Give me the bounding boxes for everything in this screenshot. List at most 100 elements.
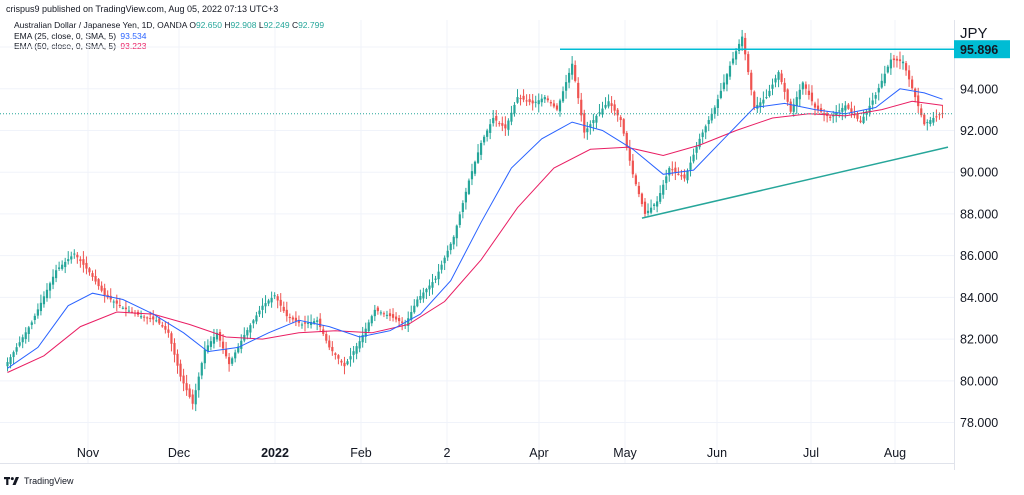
- candle-body: [513, 104, 516, 114]
- candle-body: [82, 259, 85, 265]
- candle-body: [182, 375, 185, 384]
- candle-body: [537, 100, 540, 105]
- candle-body: [255, 315, 258, 322]
- time-axis[interactable]: Nov Dec 2022 Feb 2 Apr May Jun Jul Aug: [77, 446, 906, 460]
- candle-body: [361, 334, 364, 343]
- candle-body: [319, 318, 322, 328]
- candle-body: [795, 97, 798, 107]
- candle-body: [149, 318, 152, 320]
- candle-body: [115, 300, 118, 304]
- candle-body: [907, 70, 911, 80]
- candle-body: [874, 95, 877, 99]
- candle-body: [473, 161, 477, 174]
- footer-brand-text: TradingView: [24, 476, 74, 486]
- candle-body: [543, 97, 546, 100]
- price-tick-label: 94.000: [960, 82, 998, 96]
- candle-body: [883, 73, 886, 84]
- ascending-trendline[interactable]: [641, 146, 949, 219]
- candle-body: [765, 97, 768, 99]
- candle-body: [540, 98, 543, 103]
- candle-body: [203, 349, 206, 364]
- candle-body: [24, 332, 27, 340]
- ohlc-low-label: L: [258, 20, 264, 30]
- candle-body: [689, 162, 692, 170]
- ohlc-close-value: 92.799: [298, 20, 325, 30]
- candle-body: [631, 160, 634, 175]
- candle-body: [367, 322, 370, 332]
- candle-body: [844, 105, 847, 111]
- candle-body: [722, 82, 726, 90]
- candle-body: [589, 124, 592, 128]
- candle-body: [741, 36, 744, 47]
- candle-body: [246, 330, 249, 336]
- candle-body: [152, 316, 155, 320]
- candle-body: [571, 63, 574, 75]
- candle-body: [58, 267, 61, 269]
- candle-body: [100, 285, 103, 291]
- candle-body: [929, 120, 932, 124]
- candle-body: [555, 105, 559, 110]
- candle-body: [610, 103, 613, 106]
- candle-body: [285, 309, 288, 317]
- candle-body: [819, 108, 823, 112]
- candle-body: [446, 250, 449, 258]
- candle-body: [577, 82, 580, 99]
- candle-body: [768, 90, 771, 97]
- candle-body: [455, 225, 458, 239]
- candle-body: [759, 102, 762, 107]
- candle-body: [816, 105, 820, 110]
- instrument-name: Australian Dollar / Japanese Yen, 1D, OA…: [14, 20, 187, 30]
- candle-body: [935, 116, 938, 118]
- candle-body: [731, 58, 735, 64]
- candle-body: [279, 299, 282, 306]
- candle-body: [376, 307, 379, 312]
- candle-body: [282, 306, 285, 311]
- candle-body: [479, 142, 483, 155]
- candle-body: [801, 82, 804, 90]
- candle-body: [911, 79, 914, 89]
- candle-body: [786, 89, 789, 102]
- candle-body: [97, 279, 100, 287]
- candle-body: [710, 113, 713, 121]
- candle-body: [48, 283, 52, 291]
- candle-body: [70, 256, 73, 260]
- candle-body: [698, 138, 701, 148]
- candle-body: [880, 80, 883, 88]
- candle-body: [780, 73, 783, 82]
- chart-grid: [0, 20, 954, 463]
- candle-body: [161, 325, 164, 327]
- time-tick-label: May: [613, 446, 637, 460]
- candle-body: [91, 273, 94, 277]
- candle-body: [425, 289, 428, 293]
- candle-body: [164, 326, 167, 330]
- candle-body: [27, 327, 30, 334]
- price-tick-label: 88.000: [960, 207, 998, 221]
- candle-body: [9, 357, 12, 365]
- candle-body: [923, 114, 926, 125]
- resistance-tag-label: 95.896: [960, 43, 998, 57]
- price-axis[interactable]: 78.000 80.000 82.000 84.000 86.000 88.000 90.0…: [960, 41, 998, 431]
- candle-body: [45, 289, 49, 299]
- candle-body: [249, 325, 252, 333]
- candle-body: [489, 124, 492, 133]
- candle-body: [646, 210, 650, 214]
- candle-body: [813, 103, 817, 108]
- ema50-label: EMA (50, close, 0, SMA, 5): [14, 41, 117, 51]
- candle-body: [747, 54, 750, 73]
- candle-body: [15, 347, 18, 352]
- candle-body: [598, 112, 601, 114]
- candle-body: [649, 207, 653, 213]
- candle-body: [665, 176, 668, 184]
- time-tick-label: Apr: [529, 446, 548, 460]
- candle-body: [528, 99, 531, 103]
- candle-body: [88, 268, 91, 273]
- candle-body: [938, 114, 941, 116]
- candle-body: [303, 322, 307, 324]
- candle-body: [155, 320, 158, 322]
- candle-body: [464, 191, 467, 203]
- candle-body: [440, 264, 443, 270]
- footer-branding: TradingView: [4, 476, 74, 486]
- candle-body: [434, 278, 437, 280]
- candle-body: [583, 113, 586, 133]
